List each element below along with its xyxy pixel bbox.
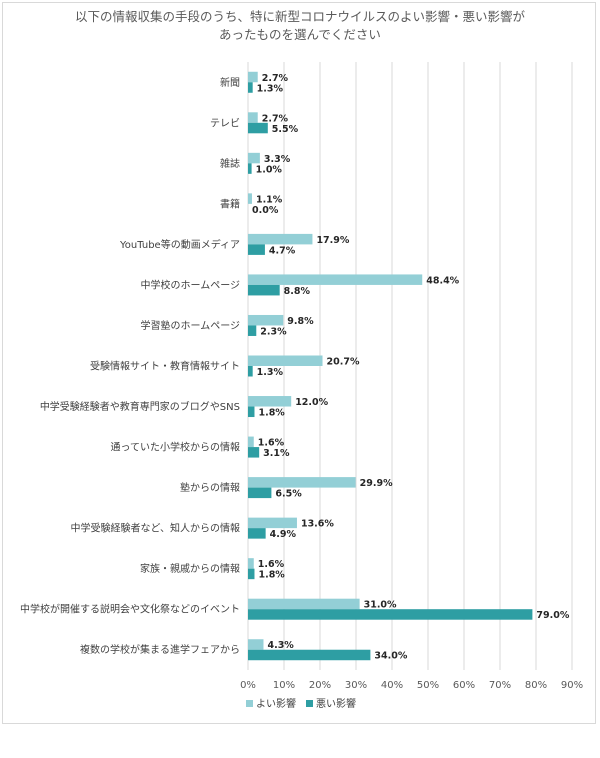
data-label-good-effect: 1.1% [256,194,283,205]
x-tick-label: 20% [309,680,331,691]
data-label-bad-effect: 4.7% [269,245,296,256]
category-label: 中学受験経験者など、知人からの情報 [71,522,241,535]
data-label-bad-effect: 1.3% [257,367,284,378]
bar-good-effect [248,477,356,488]
legend: よい影響 悪い影響 [246,697,356,710]
bar-bad-effect [248,528,266,539]
bar-good-effect [248,355,323,366]
data-label-bad-effect: 2.3% [260,326,287,337]
data-label-good-effect: 13.6% [301,519,334,530]
data-label-bad-effect: 3.1% [263,448,290,459]
chart-title: 以下の情報収集の手段のうち、特に新型コロナウイルスのよい影響・悪い影響が あった… [40,8,560,44]
bar-good-effect [248,558,254,569]
bar-good-effect [248,639,264,650]
data-label-bad-effect: 1.8% [258,570,285,581]
data-label-bad-effect: 1.0% [256,164,283,175]
bar-bad-effect [248,366,253,377]
legend-label: 悪い影響 [316,697,356,710]
category-label: テレビ [210,117,240,129]
data-label-good-effect: 2.7% [262,113,289,124]
x-tick-label: 70% [489,680,511,691]
data-label-good-effect: 9.8% [287,316,314,327]
data-label-good-effect: 29.9% [360,478,393,489]
x-axis-tick-labels: 0% 10% 20% 30% 40% 50% 60% 70% 80% 90% [240,680,583,691]
bar-bad-effect [248,447,260,458]
bar-bad-effect [248,568,255,580]
data-label-bad-effect: 0.0% [252,205,279,216]
category-label: 通っていた小学校からの情報 [111,441,241,454]
bar-good-effect [248,598,360,610]
x-tick-label: 0% [240,680,256,691]
data-label-bad-effect: 4.9% [270,529,297,540]
category-label: 中学校が開催する説明会や文化祭などのイベント [20,603,240,616]
category-label: 雑誌 [220,157,240,170]
category-label: 複数の学校が集まる進学フェアから [80,643,240,656]
bar-good-effect [248,71,258,83]
data-label-good-effect: 17.9% [316,235,349,246]
bar-bad-effect [248,244,265,255]
category-label: 塾からの情報 [180,481,240,494]
bar-bad-effect [248,82,253,93]
bar-good-effect [248,396,292,407]
x-tick-label: 30% [345,680,367,691]
bar-bad-effect [248,609,533,620]
legend-swatch [246,700,253,707]
bar-good-effect [248,436,254,448]
category-label: 新聞 [220,76,240,89]
bar-good-effect [248,193,252,204]
legend-swatch [306,700,313,707]
data-label-good-effect: 12.0% [295,397,328,408]
data-label-good-effect: 4.3% [267,640,294,651]
data-label-good-effect: 48.4% [426,275,459,286]
bar-bad-effect [248,284,280,296]
data-label-bad-effect: 6.5% [275,489,302,500]
chart-title-line-2: あったものを選んでください [219,27,381,42]
category-label: 受験情報サイト・教育情報サイト [90,360,240,373]
bar-bad-effect [248,325,257,336]
data-label-bad-effect: 79.0% [536,610,569,621]
bar-good-effect [248,112,258,123]
bar-good-effect [248,274,423,285]
bar-bad-effect [248,406,255,418]
data-label-good-effect: 2.7% [262,73,289,84]
x-tick-label: 80% [525,680,547,691]
data-label-bad-effect: 5.5% [272,124,299,135]
category-label: 家族・親戚からの情報 [140,562,240,575]
bar-bad-effect [248,649,371,661]
bar-bad-effect [248,487,272,499]
x-tick-label: 10% [273,680,295,691]
bar-good-effect [248,233,313,245]
data-label-good-effect: 31.0% [364,600,397,611]
bar-good-effect [248,314,284,326]
data-label-good-effect: 1.6% [258,559,285,570]
x-tick-label: 40% [381,680,403,691]
data-label-good-effect: 20.7% [327,357,360,368]
data-label-bad-effect: 1.8% [258,408,285,419]
bar-good-effect [248,517,297,529]
category-label: 中学校のホームページ [141,278,241,291]
x-tick-label: 50% [417,680,439,691]
bar-bad-effect [248,122,268,134]
bar-good-effect [248,152,260,164]
bars: 2.7%1.3%2.7%5.5%3.3%1.0%1.1%0.0%17.9%4.7… [248,71,570,662]
category-label: 学習塾のホームページ [141,319,241,332]
bar-bad-effect [248,163,252,174]
data-label-bad-effect: 1.3% [257,83,284,94]
category-label: YouTube等の動画メディア [119,238,240,251]
data-label-bad-effect: 8.8% [284,286,311,297]
category-label: 書籍 [220,197,240,210]
data-label-good-effect: 3.3% [264,154,291,165]
data-label-good-effect: 1.6% [258,438,285,449]
x-tick-label: 60% [453,680,475,691]
data-label-bad-effect: 34.0% [374,651,407,662]
chart-title-line-1: 以下の情報収集の手段のうち、特に新型コロナウイルスのよい影響・悪い影響が [74,9,525,24]
legend-label: よい影響 [256,697,296,710]
x-tick-label: 90% [561,680,583,691]
category-label: 中学受験経験者や教育専門家のブログやSNS [40,400,240,413]
